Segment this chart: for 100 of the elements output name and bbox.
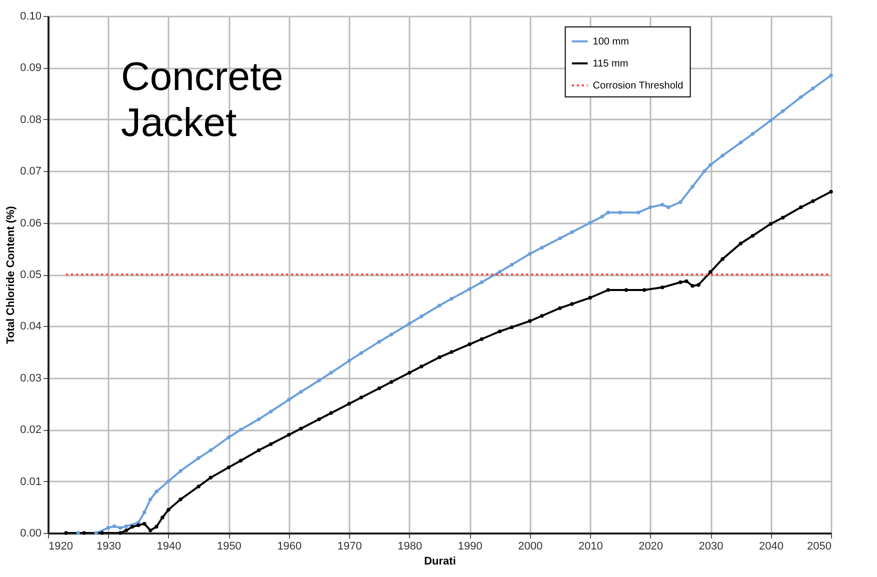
point <box>570 230 574 234</box>
point <box>750 234 755 238</box>
point <box>606 288 610 292</box>
point <box>329 370 333 375</box>
y-tick-label: 0.03 <box>20 372 42 384</box>
point <box>720 154 724 158</box>
point <box>468 287 472 291</box>
point <box>408 322 412 326</box>
point <box>528 319 532 323</box>
point <box>112 524 116 528</box>
point <box>329 411 333 415</box>
point <box>160 516 164 520</box>
x-tick-label: 2010 <box>578 540 603 552</box>
point <box>558 236 562 240</box>
point <box>124 524 128 528</box>
x-tick-label: 2040 <box>759 540 784 552</box>
point <box>178 469 182 473</box>
x-tick-label: 2000 <box>518 540 543 552</box>
point <box>130 524 134 529</box>
point <box>268 442 273 446</box>
y-tick-label: 0.02 <box>20 424 42 436</box>
x-tick-label: 2050 <box>807 540 832 552</box>
point <box>124 528 128 532</box>
point <box>780 109 785 113</box>
point <box>148 498 152 502</box>
point <box>829 190 833 194</box>
x-axis-title: Durati <box>424 556 456 568</box>
point <box>618 210 622 214</box>
point <box>510 262 514 267</box>
point <box>420 314 424 318</box>
point <box>118 531 122 535</box>
point <box>226 465 231 470</box>
y-tick-label: 0.04 <box>20 320 42 333</box>
point <box>420 364 424 368</box>
y-tick-label: 0.01 <box>20 476 42 488</box>
point <box>498 330 502 334</box>
point <box>208 448 212 452</box>
x-tick-label: 2020 <box>638 540 664 552</box>
point <box>510 325 514 330</box>
y-tick-label: 0.05 <box>20 269 42 281</box>
point <box>678 280 682 284</box>
x-tick-label: 1980 <box>398 540 422 552</box>
point <box>606 210 610 214</box>
point <box>196 456 200 460</box>
legend-label: 100 mm <box>592 36 629 48</box>
point <box>768 222 773 226</box>
y-tick-label: 0.08 <box>20 114 42 126</box>
point <box>148 528 152 532</box>
point <box>196 484 200 488</box>
point <box>528 252 532 256</box>
point <box>768 118 773 122</box>
point <box>702 169 706 173</box>
point <box>690 184 694 188</box>
point <box>389 380 394 384</box>
point <box>256 448 261 452</box>
point <box>678 200 682 204</box>
point <box>540 314 544 318</box>
point <box>100 531 104 535</box>
point <box>118 526 122 530</box>
point <box>588 220 592 225</box>
y-tick-label: 0.07 <box>20 166 42 178</box>
point <box>684 279 688 284</box>
legend-label: Corrosion Threshold <box>592 80 684 92</box>
point <box>438 355 442 360</box>
point <box>648 205 652 210</box>
point <box>708 163 712 167</box>
point <box>238 458 243 462</box>
point <box>154 490 158 494</box>
point <box>166 508 170 512</box>
y-tick-label: 0.06 <box>20 217 42 230</box>
point <box>287 432 291 437</box>
point <box>287 398 291 402</box>
x-tick-label: 1960 <box>277 540 302 552</box>
point <box>450 350 454 354</box>
point <box>708 270 712 274</box>
x-tick-label: 1940 <box>156 540 182 552</box>
point <box>238 428 243 432</box>
point <box>359 351 364 355</box>
point <box>660 286 664 290</box>
y-tick-label: 0.09 <box>20 62 42 74</box>
point <box>154 524 158 529</box>
point <box>480 337 484 341</box>
point <box>136 523 140 528</box>
point <box>588 296 592 300</box>
point <box>636 210 640 214</box>
point <box>738 140 743 145</box>
point <box>750 132 755 136</box>
point <box>696 282 700 287</box>
x-tick-label: 1930 <box>96 540 121 552</box>
point <box>377 340 382 344</box>
point <box>178 498 182 502</box>
point <box>780 216 785 220</box>
x-tick-label: 1950 <box>216 540 242 552</box>
x-tick-label: 1920 <box>48 540 73 552</box>
point <box>468 342 472 346</box>
point <box>660 202 664 207</box>
point <box>94 531 98 535</box>
point <box>600 214 604 218</box>
point <box>377 386 382 390</box>
point <box>642 288 646 292</box>
